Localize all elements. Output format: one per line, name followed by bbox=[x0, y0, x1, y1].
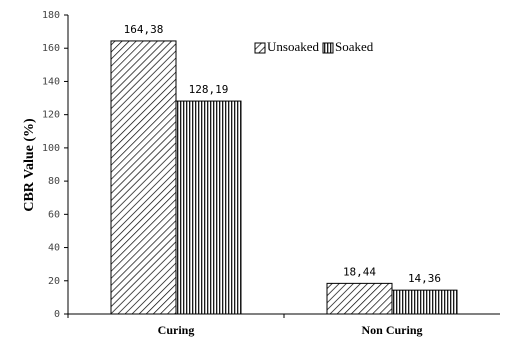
bar bbox=[110, 40, 177, 315]
y-tick-label: 0 bbox=[54, 309, 60, 320]
legend-label: Unsoaked bbox=[267, 39, 319, 54]
bar bbox=[391, 289, 458, 315]
legend-swatch bbox=[254, 42, 266, 54]
legend-label: Soaked bbox=[335, 39, 374, 54]
x-tick-label: Curing bbox=[158, 323, 195, 337]
value-label: 18,44 bbox=[343, 265, 376, 278]
y-tick-label: 100 bbox=[42, 143, 60, 154]
value-label: 14,36 bbox=[408, 272, 441, 285]
legend-swatch bbox=[322, 42, 334, 54]
bar bbox=[326, 282, 393, 315]
y-tick-label: 20 bbox=[48, 276, 60, 287]
y-tick-label: 60 bbox=[48, 209, 60, 220]
y-axis-title: CBR Value (%) bbox=[22, 118, 37, 212]
y-tick-label: 120 bbox=[42, 110, 60, 121]
y-tick-label: 80 bbox=[48, 176, 60, 187]
y-tick-label: 180 bbox=[42, 10, 60, 21]
y-tick-label: 140 bbox=[42, 76, 60, 87]
bar bbox=[175, 100, 242, 315]
y-tick-label: 40 bbox=[48, 243, 60, 254]
value-label: 128,19 bbox=[189, 83, 229, 96]
value-label: 164,38 bbox=[124, 23, 164, 36]
y-tick-label: 160 bbox=[42, 43, 60, 54]
x-tick-label: Non Curing bbox=[361, 323, 422, 337]
